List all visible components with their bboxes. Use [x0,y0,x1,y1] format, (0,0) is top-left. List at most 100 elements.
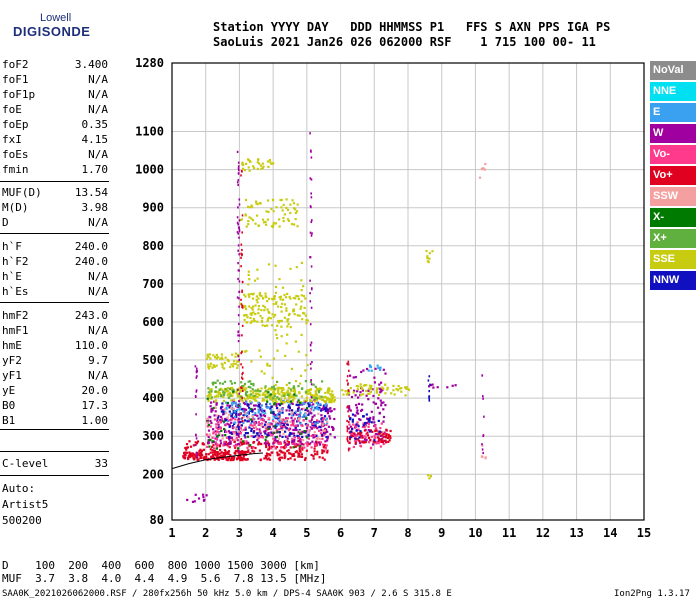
echo-point [267,416,270,419]
x-tick-label: 9 [438,526,445,540]
echo-point [382,442,385,446]
echo-point [366,417,369,420]
echo-point [284,296,288,299]
echo-point [211,407,214,410]
echo-point [354,376,357,379]
echo-point [309,393,312,397]
param-row: D N/A [2,216,108,231]
echo-point [324,440,327,443]
echo-point [293,439,296,442]
echo-point [378,430,381,433]
echo-point [206,445,209,448]
echo-point [187,456,190,459]
echo-point [320,388,323,391]
echo-point [220,417,223,420]
echo-point [244,419,247,422]
echo-point [213,400,216,403]
echo-point [295,303,298,306]
echo-point [328,401,331,404]
legend-item-nne: NNE [650,82,696,101]
echo-point [294,428,297,431]
echo-point [196,375,198,378]
echo-point [313,434,316,437]
echo-point [305,417,308,420]
echo-point [355,423,358,426]
echo-point [286,440,289,443]
echo-point [231,365,235,368]
echo-point [238,442,241,445]
echo-point [192,444,195,447]
echo-point [250,217,253,220]
echo-point [374,424,377,427]
echo-point [232,390,235,393]
echo-point [213,418,217,421]
echo-point [225,423,228,426]
echo-point [216,356,220,359]
echo-point [389,429,392,433]
echo-point [229,412,232,415]
echo-point [273,425,276,428]
legend-item-nnw: NNW [650,271,696,290]
echo-point [268,458,272,461]
echo-point [212,444,215,447]
echo-point [231,413,234,416]
echo-point [385,432,388,436]
echo-point [266,400,269,403]
echo-point [305,319,308,322]
echo-point [234,449,237,453]
echo-point [270,409,273,412]
echo-point [318,441,321,444]
echo-point [260,418,263,421]
echo-point [277,391,280,395]
echo-point [281,424,284,428]
echo-point [217,391,220,394]
echo-point [454,384,457,387]
echo-point [362,393,365,396]
echo-point [288,409,291,412]
echo-point [249,423,252,426]
echo-point [382,368,385,371]
echo-point [328,387,331,390]
echo-point [367,423,370,426]
echo-point [347,383,349,386]
echo-point [233,381,236,385]
echo-point [199,448,202,451]
echo-point [269,428,272,431]
echo-point [299,401,302,405]
echo-point [242,454,245,458]
echo-point [237,244,240,247]
echo-point [242,410,245,413]
echo-point [256,435,259,438]
echo-point [221,402,224,405]
echo-point [245,401,248,404]
echo-point [326,398,329,401]
echo-point [266,364,269,367]
echo-point [258,394,261,397]
echo-point [292,202,296,205]
echo-point [298,447,301,451]
echo-point [206,394,209,398]
echo-point [295,403,298,406]
echo-point [206,425,209,428]
echo-point [225,436,228,439]
echo-point [292,419,295,422]
echo-point [279,418,282,421]
x-tick-label: 12 [536,526,550,540]
echo-point [311,406,314,409]
echo-point [256,395,259,399]
param-row: h`F2 240.0 [2,255,108,270]
param-row: yE 20.0 [2,384,108,399]
echo-point [321,443,325,446]
echo-point [369,416,372,419]
echo-point [216,443,219,446]
echo-point [278,453,281,456]
echo-point [369,391,372,394]
echo-point [226,358,229,361]
echo-point [223,380,227,383]
echo-point [256,389,259,392]
echo-point [294,410,297,413]
echo-point [237,417,240,420]
echo-point [237,403,240,406]
echo-point [292,385,295,388]
echo-point [228,425,231,428]
